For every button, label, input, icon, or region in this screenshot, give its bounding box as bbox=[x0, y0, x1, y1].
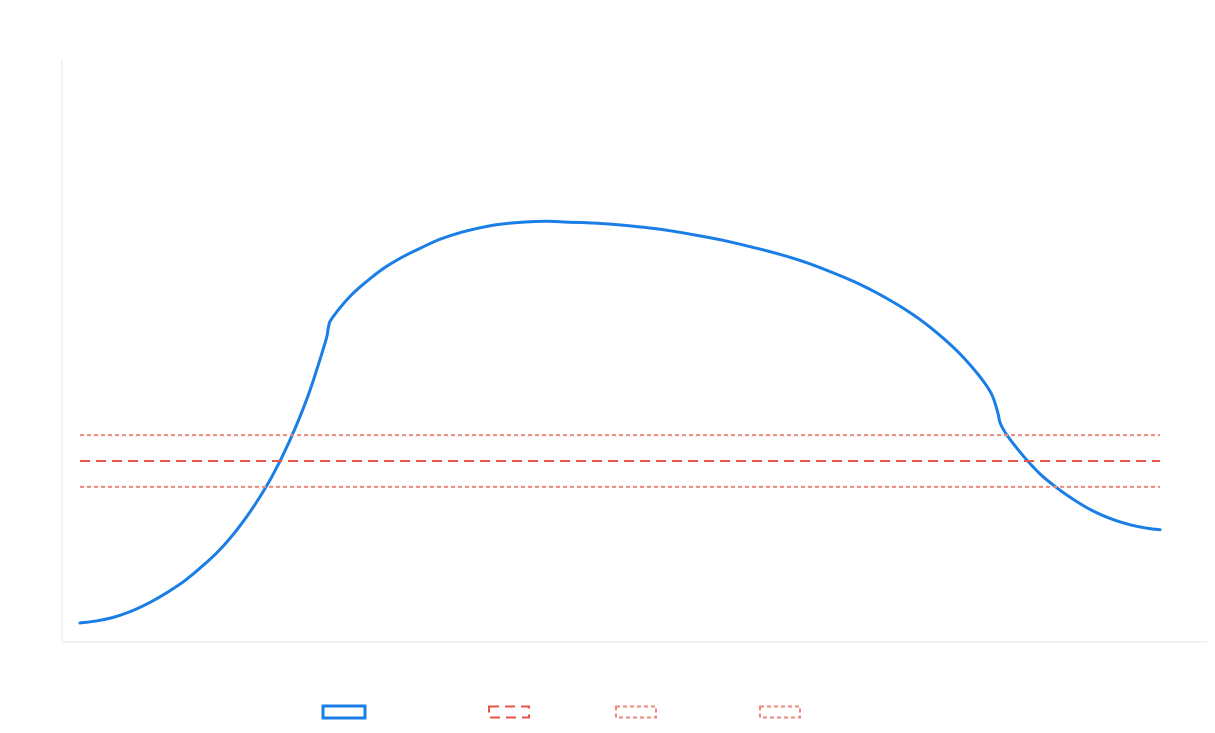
legend bbox=[321, 704, 801, 720]
legend-swatch-series-3 bbox=[615, 705, 657, 719]
legend-swatch-series-4 bbox=[759, 705, 801, 719]
legend-swatch-series-1 bbox=[321, 704, 367, 720]
plot-area bbox=[78, 219, 1162, 625]
axes bbox=[61, 60, 1207, 643]
legend-swatch-series-2 bbox=[488, 705, 530, 719]
series-1-line bbox=[78, 219, 1162, 625]
